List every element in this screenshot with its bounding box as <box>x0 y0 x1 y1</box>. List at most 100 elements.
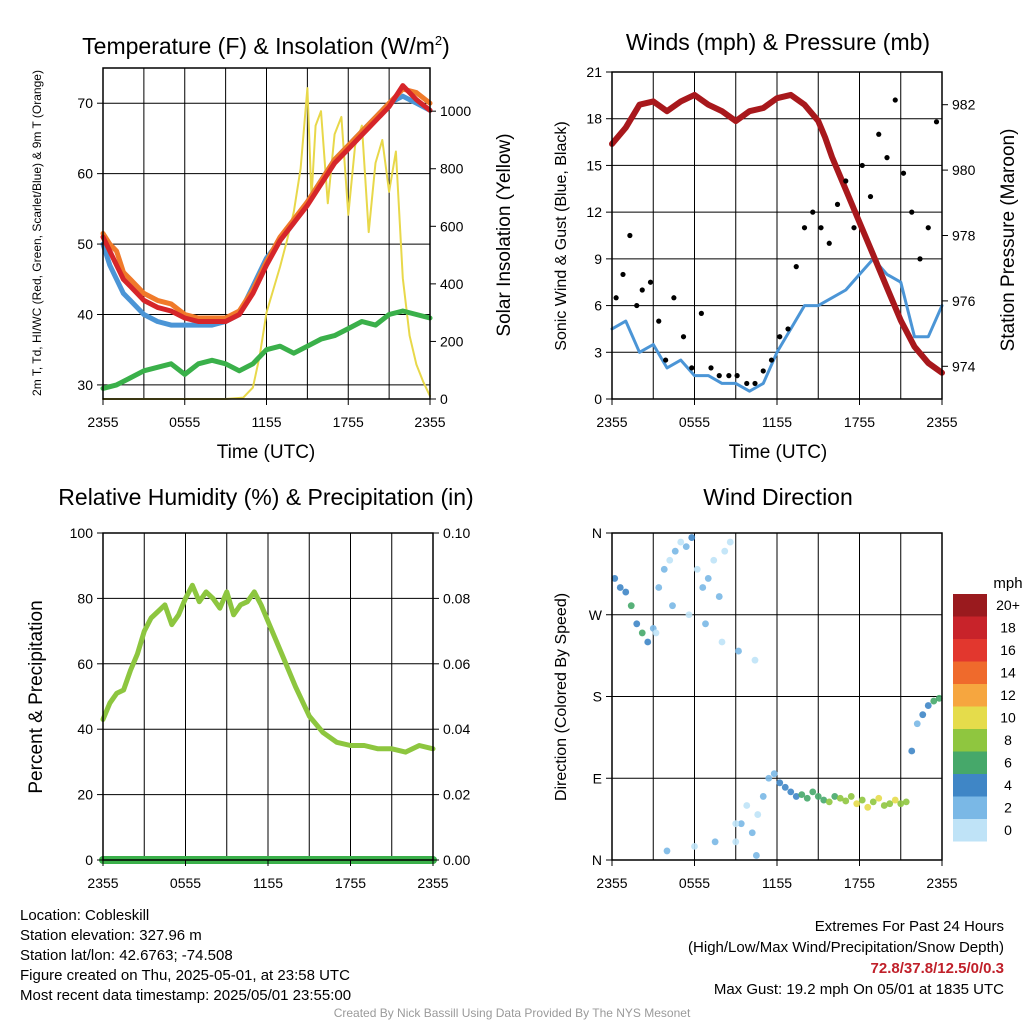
y2-tick-label: 974 <box>952 358 976 374</box>
temperature-x-axis-label: Time (UTC) <box>217 442 316 463</box>
direction-point <box>935 694 943 702</box>
direction-point <box>765 774 773 782</box>
direction-point <box>737 820 745 828</box>
x-tick-label: 2355 <box>596 414 627 430</box>
legend-label: 20+ <box>996 597 1020 613</box>
direction-point <box>693 565 701 573</box>
gust-point <box>620 271 626 278</box>
direction-point <box>754 811 762 818</box>
gust-point <box>917 256 923 262</box>
y-tick-label: 30 <box>77 377 93 393</box>
x-tick-label: 2355 <box>926 875 957 891</box>
direction-point <box>666 556 674 564</box>
y-tick-label: S <box>593 689 602 705</box>
gust-point <box>613 295 619 301</box>
gust-point <box>760 368 766 374</box>
direction-point <box>880 802 888 809</box>
direction-point <box>886 800 894 808</box>
y-tick-label: 50 <box>77 236 93 252</box>
y2-tick-label: 980 <box>952 162 976 178</box>
gust-point <box>801 225 808 231</box>
direction-panel: Wind Direction 2355 0555 1155 1755 2355 N E S W N… <box>553 484 1023 891</box>
y2-tick-label: 978 <box>952 228 976 244</box>
x-tick-label: 1155 <box>762 875 792 891</box>
legend-swatch <box>953 639 987 662</box>
direction-point <box>685 611 693 619</box>
direction-ticks: 2355 0555 1155 1755 2355 N E S W N <box>589 525 958 891</box>
direction-point <box>682 543 690 551</box>
gust-point <box>680 334 687 340</box>
recent-timestamp: Most recent data timestamp: 2025/05/01 2… <box>20 987 352 1004</box>
y-tick-label: 20 <box>77 787 93 803</box>
gust-point <box>627 232 633 239</box>
direction-point <box>743 802 751 809</box>
gust-point <box>734 373 740 379</box>
y-tick-label: 60 <box>77 166 93 182</box>
direction-point <box>677 538 685 546</box>
legend-label: 4 <box>1004 777 1012 793</box>
y2-tick-label: 0.00 <box>443 852 470 868</box>
direction-point <box>718 638 726 646</box>
direction-point <box>751 656 759 664</box>
gust-point <box>909 209 915 215</box>
gust-point <box>793 264 799 270</box>
y2-tick-label: 0.08 <box>443 590 470 606</box>
y2-tick-label: 982 <box>952 97 976 113</box>
legend-label: 12 <box>1000 687 1016 703</box>
humidity-panel: Relative Humidity (%) & Precipitation (i… <box>26 484 474 891</box>
gust-point <box>818 225 824 231</box>
x-tick-label: 2355 <box>596 875 627 891</box>
direction-point <box>798 791 806 798</box>
direction-point <box>842 797 850 805</box>
temperature-ticks: 2355 0555 1155 1755 2355 30 40 50 60 70 0 200 400 600… <box>77 95 471 430</box>
y-tick-label: 18 <box>586 111 602 127</box>
direction-point <box>908 747 916 755</box>
gust-point <box>859 162 865 169</box>
direction-point <box>809 788 817 796</box>
gust-point <box>634 302 640 309</box>
direction-grid <box>612 532 942 861</box>
x-tick-label: 0555 <box>679 414 710 430</box>
temp-2m-line <box>100 83 433 324</box>
direction-point <box>891 796 899 804</box>
humidity-grid <box>103 532 433 861</box>
direction-point <box>622 588 630 596</box>
insolation-line <box>102 87 431 400</box>
temperature-series <box>100 83 433 400</box>
legend-swatch <box>953 729 987 752</box>
gust-point <box>768 357 775 363</box>
direction-point <box>820 796 828 804</box>
direction-point <box>711 838 719 846</box>
direction-point <box>726 538 734 546</box>
station-latlon: Station lat/lon: 42.6763; -74.508 <box>20 947 233 964</box>
direction-point <box>655 584 663 591</box>
direction-point <box>704 575 712 582</box>
direction-point <box>644 638 652 646</box>
winds-x-axis-label: Time (UTC) <box>729 442 828 463</box>
gust-point <box>900 170 907 176</box>
y-tick-label: E <box>593 770 602 786</box>
y2-tick-label: 0.10 <box>443 525 470 541</box>
legend-label: 6 <box>1004 755 1012 771</box>
gust-point <box>785 326 791 332</box>
x-tick-label: 1755 <box>333 414 364 430</box>
legend-swatch <box>953 751 987 774</box>
y-tick-label: 70 <box>77 95 93 111</box>
legend-label: 0 <box>1004 822 1012 838</box>
gust-point <box>744 380 750 387</box>
winds-series <box>609 91 945 393</box>
direction-y-axis-label: Direction (Colored By Speed) <box>553 593 570 801</box>
y-tick-label: 21 <box>586 64 602 80</box>
y-tick-label: 40 <box>77 721 93 737</box>
y-tick-label: 3 <box>594 344 602 360</box>
gust-point <box>843 178 849 184</box>
direction-point <box>721 547 729 555</box>
x-tick-label: 2355 <box>417 875 448 891</box>
y-tick-label: N <box>592 525 602 541</box>
gust-point <box>876 131 882 137</box>
gust-point <box>647 279 654 285</box>
winds-grid <box>612 71 942 400</box>
legend-label: 8 <box>1004 732 1012 748</box>
gust-point <box>726 373 732 379</box>
x-tick-label: 0555 <box>170 875 201 891</box>
